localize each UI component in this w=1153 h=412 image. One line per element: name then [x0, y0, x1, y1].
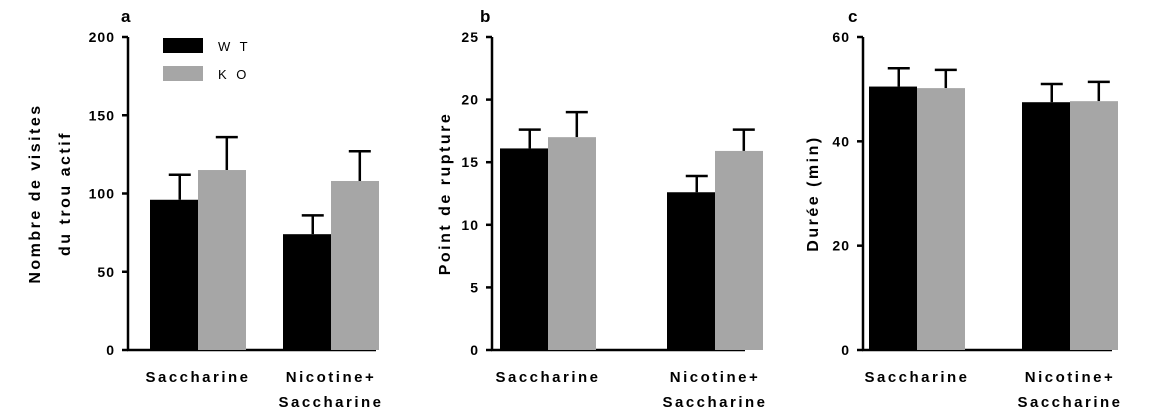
category-label: Saccharine [864, 369, 969, 386]
y-axis-title: Durée (min) [805, 135, 822, 251]
chart-panel-b: b 0 5 10 15 20 25 Saccharine Nicotine+ Saccharine… [437, 7, 767, 411]
bar-wt [1022, 102, 1070, 350]
y-axis-title: Nombre de visites [27, 103, 44, 283]
y-tick-label: 20 [832, 238, 850, 254]
legend-swatch [163, 38, 203, 53]
legend-label: K O [218, 67, 249, 82]
panel-letter: a [121, 7, 131, 26]
legend-label: W T [218, 39, 251, 54]
y-tick-label: 20 [461, 92, 479, 108]
category-label: Saccharine [662, 394, 767, 411]
y-tick-label: 60 [832, 29, 850, 45]
y-tick-label: 0 [106, 342, 115, 358]
category-label: Nicotine+ [670, 369, 760, 386]
y-axis-title: du trou actif [57, 131, 74, 256]
category-label: Nicotine+ [286, 369, 376, 386]
y-tick-label: 0 [470, 342, 479, 358]
y-tick-label: 200 [89, 29, 115, 45]
bar-wt [869, 86, 917, 350]
bar-wt [500, 148, 548, 350]
y-tick-label: 40 [832, 133, 850, 149]
bar-ko [548, 137, 596, 350]
bar-ko [331, 180, 379, 350]
chart-panel-a: a 0 50 100 150 200 Saccharine Nicotine+ Sacchari… [27, 7, 383, 411]
category-label: Saccharine [495, 369, 600, 386]
y-tick-label: 10 [461, 217, 479, 233]
chart-panel-c: c 0 20 40 60 Saccharine Nicotine+ Saccharine Dur… [805, 7, 1122, 411]
category-label: Saccharine [278, 394, 383, 411]
y-tick-label: 15 [461, 154, 479, 170]
y-axis-title: Point de rupture [437, 112, 454, 276]
bar-ko [917, 88, 965, 350]
bar-ko [1070, 101, 1118, 350]
legend-swatch [163, 66, 203, 81]
bar-ko [198, 170, 246, 350]
y-tick-label: 0 [841, 342, 850, 358]
bar-ko [715, 150, 763, 350]
y-tick-label: 25 [461, 29, 479, 45]
category-label: Saccharine [1017, 394, 1122, 411]
category-label: Saccharine [145, 369, 250, 386]
panel-letter: c [848, 7, 857, 26]
category-label: Nicotine+ [1025, 369, 1115, 386]
bar-wt [150, 199, 198, 350]
y-tick-label: 100 [89, 186, 115, 202]
y-tick-label: 50 [97, 264, 115, 280]
panel-letter: b [480, 7, 490, 26]
bar-wt [283, 234, 331, 350]
y-tick-label: 5 [470, 279, 479, 295]
bar-wt [667, 192, 715, 350]
y-tick-label: 150 [89, 107, 115, 123]
